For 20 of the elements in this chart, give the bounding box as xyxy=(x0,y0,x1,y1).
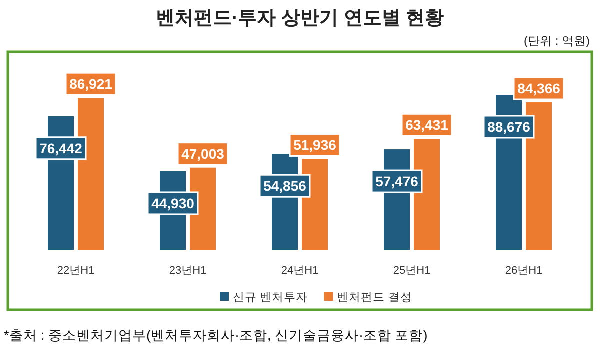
data-label: 63,431 xyxy=(406,117,449,134)
data-label: 88,676 xyxy=(488,119,531,135)
data-label: 84,366 xyxy=(518,80,561,97)
x-tick-label: 23년H1 xyxy=(169,265,207,277)
data-label: 76,442 xyxy=(40,140,83,156)
data-label: 86,921 xyxy=(70,76,113,92)
x-tick-label: 26년H1 xyxy=(505,265,543,277)
x-tick-label: 25년H1 xyxy=(393,265,431,277)
text: (단위 : 억원) xyxy=(524,34,590,48)
data-label: 51,936 xyxy=(294,137,337,154)
data-label: 44,930 xyxy=(152,195,195,212)
legend-label: 신규 벤처투자 xyxy=(233,292,308,304)
data-label: 57,476 xyxy=(376,174,419,190)
legend-label: 벤처펀드 결성 xyxy=(337,292,412,304)
data-label: 47,003 xyxy=(182,146,225,162)
data-label: 54,856 xyxy=(264,178,307,194)
x-tick-label: 22년H1 xyxy=(57,265,95,277)
chart-title: 벤처펀드·투자 상반기 연도별 현황 xyxy=(156,8,444,29)
x-tick-label: 24년H1 xyxy=(281,265,319,277)
text: *출처 : 중소벤처기업부(벤처투자회사·조합, 신기술금융사·조합 포함) xyxy=(4,328,428,343)
